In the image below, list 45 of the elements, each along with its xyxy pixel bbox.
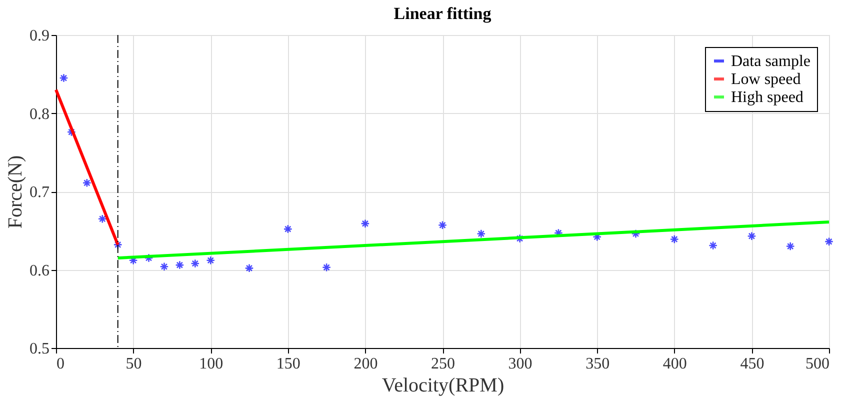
y-tick-label: 0.7 [30, 184, 50, 201]
point [113, 240, 122, 250]
point [98, 214, 107, 224]
point [476, 229, 486, 238]
y-tick-label: 0.5 [30, 340, 50, 358]
x-tick-label: 400 [662, 356, 687, 372]
legend-label: High speed [731, 89, 804, 106]
point [631, 229, 640, 238]
point [708, 240, 718, 250]
y-axis-title: Force(N) [4, 155, 26, 229]
x-tick-label: 300 [508, 356, 532, 372]
x-tick-label: 0 [56, 356, 64, 372]
point [66, 128, 76, 137]
x-tick-label: 350 [586, 356, 610, 372]
point [786, 242, 795, 251]
x-tick-label: 250 [431, 356, 455, 372]
point [670, 234, 679, 244]
point [322, 262, 332, 272]
y-tick-label: 0.9 [30, 28, 50, 44]
point [190, 258, 200, 268]
y-tick-label: 0.8 [30, 106, 50, 123]
point [144, 253, 154, 263]
x-tick-label: 200 [354, 356, 378, 372]
point [160, 262, 169, 272]
legend-label: Low speed [731, 71, 801, 88]
x-tick-label: 50 [126, 356, 142, 372]
point [59, 74, 68, 83]
chart-title: Linear fitting [394, 4, 492, 23]
y-tick-label: 0.6 [30, 262, 50, 280]
point [175, 260, 184, 270]
point [515, 234, 524, 243]
point [438, 220, 448, 230]
point [244, 264, 254, 273]
point [206, 256, 216, 265]
point [82, 178, 92, 188]
x-tick-label: 500 [806, 356, 830, 372]
legend-label: Data sample [731, 53, 811, 70]
point [747, 232, 756, 241]
x-tick-label: 450 [740, 356, 764, 372]
point [824, 237, 834, 246]
point [360, 219, 370, 228]
x-tick-label: 100 [199, 356, 224, 372]
x-tick-label: 150 [276, 356, 300, 372]
point [283, 224, 292, 234]
x-axis-title: Velocity(RPM) [382, 374, 504, 396]
